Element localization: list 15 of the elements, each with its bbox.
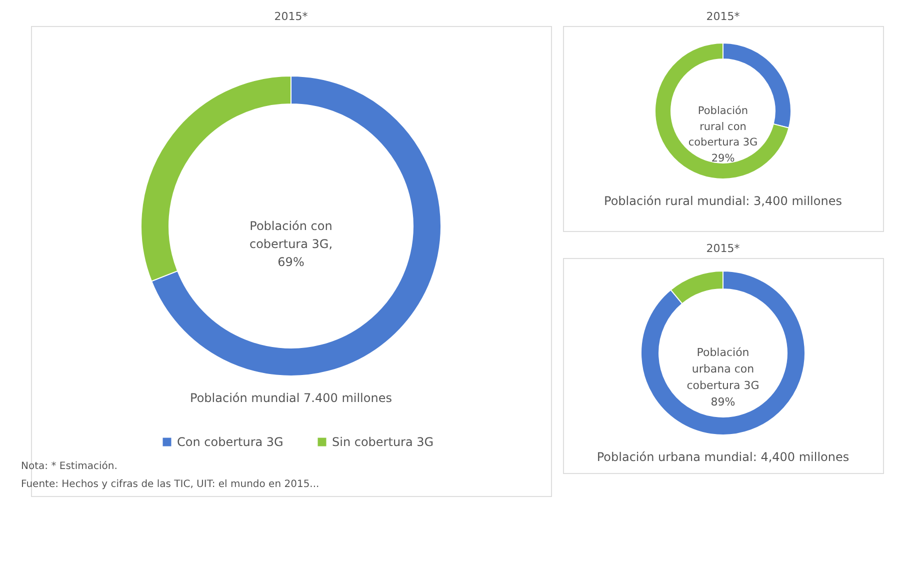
- donut-slice: [640, 270, 806, 436]
- legend-label: Con cobertura 3G: [177, 435, 284, 449]
- text: Población rural con cobertura 3G 29%: [688, 105, 758, 164]
- legend-label: Sin cobertura 3G: [332, 435, 434, 449]
- text: Población rural mundial: 3,400 millones: [604, 194, 842, 208]
- text: Población urbana con cobertura 3G 89%: [686, 346, 760, 408]
- donut-slice: [654, 42, 790, 180]
- source-note: Fuente: Hechos y cifras de las TIC, UIT: el mundo en 2015...: [21, 479, 320, 490]
- chart-title: 2015*: [706, 10, 740, 23]
- text: Población con cobertura 3G, 69%: [249, 219, 333, 269]
- chart-title: 2015*: [274, 10, 308, 23]
- text: Nota: * Estimación.: [21, 461, 118, 472]
- text: Población urbana mundial: 4,400 millones: [596, 450, 850, 464]
- chart-title: 2015*: [706, 242, 740, 255]
- text: Población mundial 7.400 millones: [190, 391, 392, 405]
